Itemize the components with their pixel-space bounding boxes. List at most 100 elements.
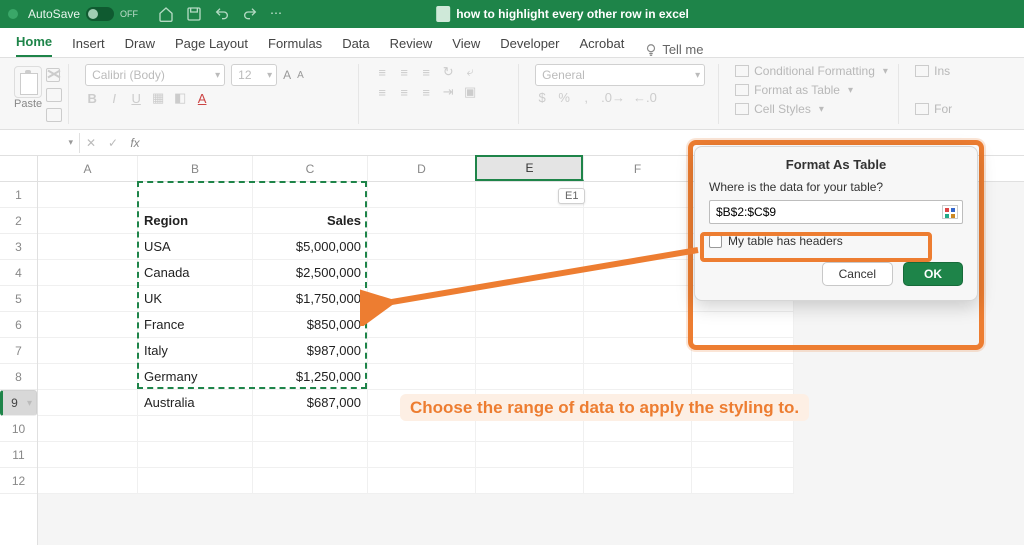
indent-icon[interactable]: ⇥: [441, 84, 455, 100]
column-header-D[interactable]: D: [368, 156, 476, 181]
increase-decimal-icon[interactable]: .0→: [601, 90, 625, 105]
cell-B8[interactable]: Germany: [138, 364, 253, 390]
cell-A4[interactable]: [38, 260, 138, 286]
cell-F2[interactable]: [584, 208, 692, 234]
cell-C6[interactable]: $850,000: [253, 312, 368, 338]
cancel-formula-icon[interactable]: ✕: [80, 136, 102, 150]
cell-C11[interactable]: [253, 442, 368, 468]
cell-D8[interactable]: [368, 364, 476, 390]
cell-A5[interactable]: [38, 286, 138, 312]
cell-D2[interactable]: [368, 208, 476, 234]
align-left-icon[interactable]: ≡: [375, 85, 389, 100]
tab-insert[interactable]: Insert: [72, 30, 105, 57]
cell-B4[interactable]: Canada: [138, 260, 253, 286]
row-header-3[interactable]: 3: [0, 234, 37, 260]
cell-B5[interactable]: UK: [138, 286, 253, 312]
cell-B6[interactable]: France: [138, 312, 253, 338]
currency-icon[interactable]: $: [535, 90, 549, 105]
align-top-icon[interactable]: ≡: [375, 65, 389, 80]
format-as-table-button[interactable]: Format as Table▾: [735, 83, 892, 97]
cell-D7[interactable]: [368, 338, 476, 364]
row-header-9[interactable]: 9: [0, 390, 37, 416]
bold-button[interactable]: B: [85, 91, 99, 106]
cell-G11[interactable]: [692, 442, 794, 468]
cell-D6[interactable]: [368, 312, 476, 338]
font-size-select[interactable]: 12: [231, 64, 277, 86]
toggle-switch[interactable]: [86, 7, 114, 21]
tab-page-layout[interactable]: Page Layout: [175, 30, 248, 57]
cell-F4[interactable]: [584, 260, 692, 286]
row-header-4[interactable]: 4: [0, 260, 37, 286]
name-box[interactable]: ▾: [0, 133, 80, 153]
tab-review[interactable]: Review: [390, 30, 433, 57]
range-input[interactable]: [716, 205, 938, 219]
conditional-formatting-button[interactable]: Conditional Formatting▾: [735, 64, 892, 78]
cell-A7[interactable]: [38, 338, 138, 364]
cell-A6[interactable]: [38, 312, 138, 338]
window-control[interactable]: [8, 9, 18, 19]
redo-icon[interactable]: [242, 6, 258, 22]
cell-E12[interactable]: [476, 468, 584, 494]
border-button[interactable]: ▦: [151, 90, 165, 106]
cell-G8[interactable]: [692, 364, 794, 390]
cell-F7[interactable]: [584, 338, 692, 364]
column-header-F[interactable]: F: [584, 156, 692, 181]
tab-formulas[interactable]: Formulas: [268, 30, 322, 57]
cell-A9[interactable]: [38, 390, 138, 416]
cell-E2[interactable]: [476, 208, 584, 234]
tab-draw[interactable]: Draw: [125, 30, 155, 57]
cell-B3[interactable]: USA: [138, 234, 253, 260]
font-name-select[interactable]: Calibri (Body): [85, 64, 225, 86]
cell-C2[interactable]: Sales: [253, 208, 368, 234]
cell-styles-button[interactable]: Cell Styles▾: [735, 102, 892, 116]
cell-B7[interactable]: Italy: [138, 338, 253, 364]
format-cells-button[interactable]: For: [915, 102, 952, 116]
align-middle-icon[interactable]: ≡: [397, 65, 411, 80]
paste-button[interactable]: [14, 66, 42, 98]
cell-F6[interactable]: [584, 312, 692, 338]
cell-E4[interactable]: [476, 260, 584, 286]
fill-color-button[interactable]: ◧: [173, 90, 187, 106]
cell-A2[interactable]: [38, 208, 138, 234]
cell-C5[interactable]: $1,750,000: [253, 286, 368, 312]
cell-G12[interactable]: [692, 468, 794, 494]
cell-E6[interactable]: [476, 312, 584, 338]
increase-font-icon[interactable]: A: [283, 68, 291, 82]
cell-A8[interactable]: [38, 364, 138, 390]
cell-F11[interactable]: [584, 442, 692, 468]
cell-C9[interactable]: $687,000: [253, 390, 368, 416]
align-bottom-icon[interactable]: ≡: [419, 65, 433, 80]
orientation-icon[interactable]: ↻: [441, 64, 455, 80]
comma-icon[interactable]: ,: [579, 90, 593, 105]
home-icon[interactable]: [158, 6, 174, 22]
cell-F5[interactable]: [584, 286, 692, 312]
format-painter-icon[interactable]: [46, 108, 62, 122]
cell-A1[interactable]: [38, 182, 138, 208]
cell-B10[interactable]: [138, 416, 253, 442]
merge-icon[interactable]: ▣: [463, 84, 477, 100]
more-icon[interactable]: ⋯: [270, 6, 282, 22]
row-header-1[interactable]: 1: [0, 182, 37, 208]
range-picker-icon[interactable]: [942, 205, 958, 219]
cell-C8[interactable]: $1,250,000: [253, 364, 368, 390]
align-center-icon[interactable]: ≡: [397, 85, 411, 100]
row-header-2[interactable]: 2: [0, 208, 37, 234]
cell-E8[interactable]: [476, 364, 584, 390]
cell-C3[interactable]: $5,000,000: [253, 234, 368, 260]
cell-D12[interactable]: [368, 468, 476, 494]
cell-D4[interactable]: [368, 260, 476, 286]
cell-C10[interactable]: [253, 416, 368, 442]
row-header-10[interactable]: 10: [0, 416, 37, 442]
cell-D5[interactable]: [368, 286, 476, 312]
cell-D1[interactable]: [368, 182, 476, 208]
cell-F1[interactable]: [584, 182, 692, 208]
undo-icon[interactable]: [214, 6, 230, 22]
percent-icon[interactable]: %: [557, 90, 571, 105]
fx-icon[interactable]: fx: [124, 136, 146, 150]
tab-home[interactable]: Home: [16, 28, 52, 57]
cell-A10[interactable]: [38, 416, 138, 442]
cell-E11[interactable]: [476, 442, 584, 468]
row-header-7[interactable]: 7: [0, 338, 37, 364]
cell-B12[interactable]: [138, 468, 253, 494]
cut-icon[interactable]: [46, 68, 60, 82]
